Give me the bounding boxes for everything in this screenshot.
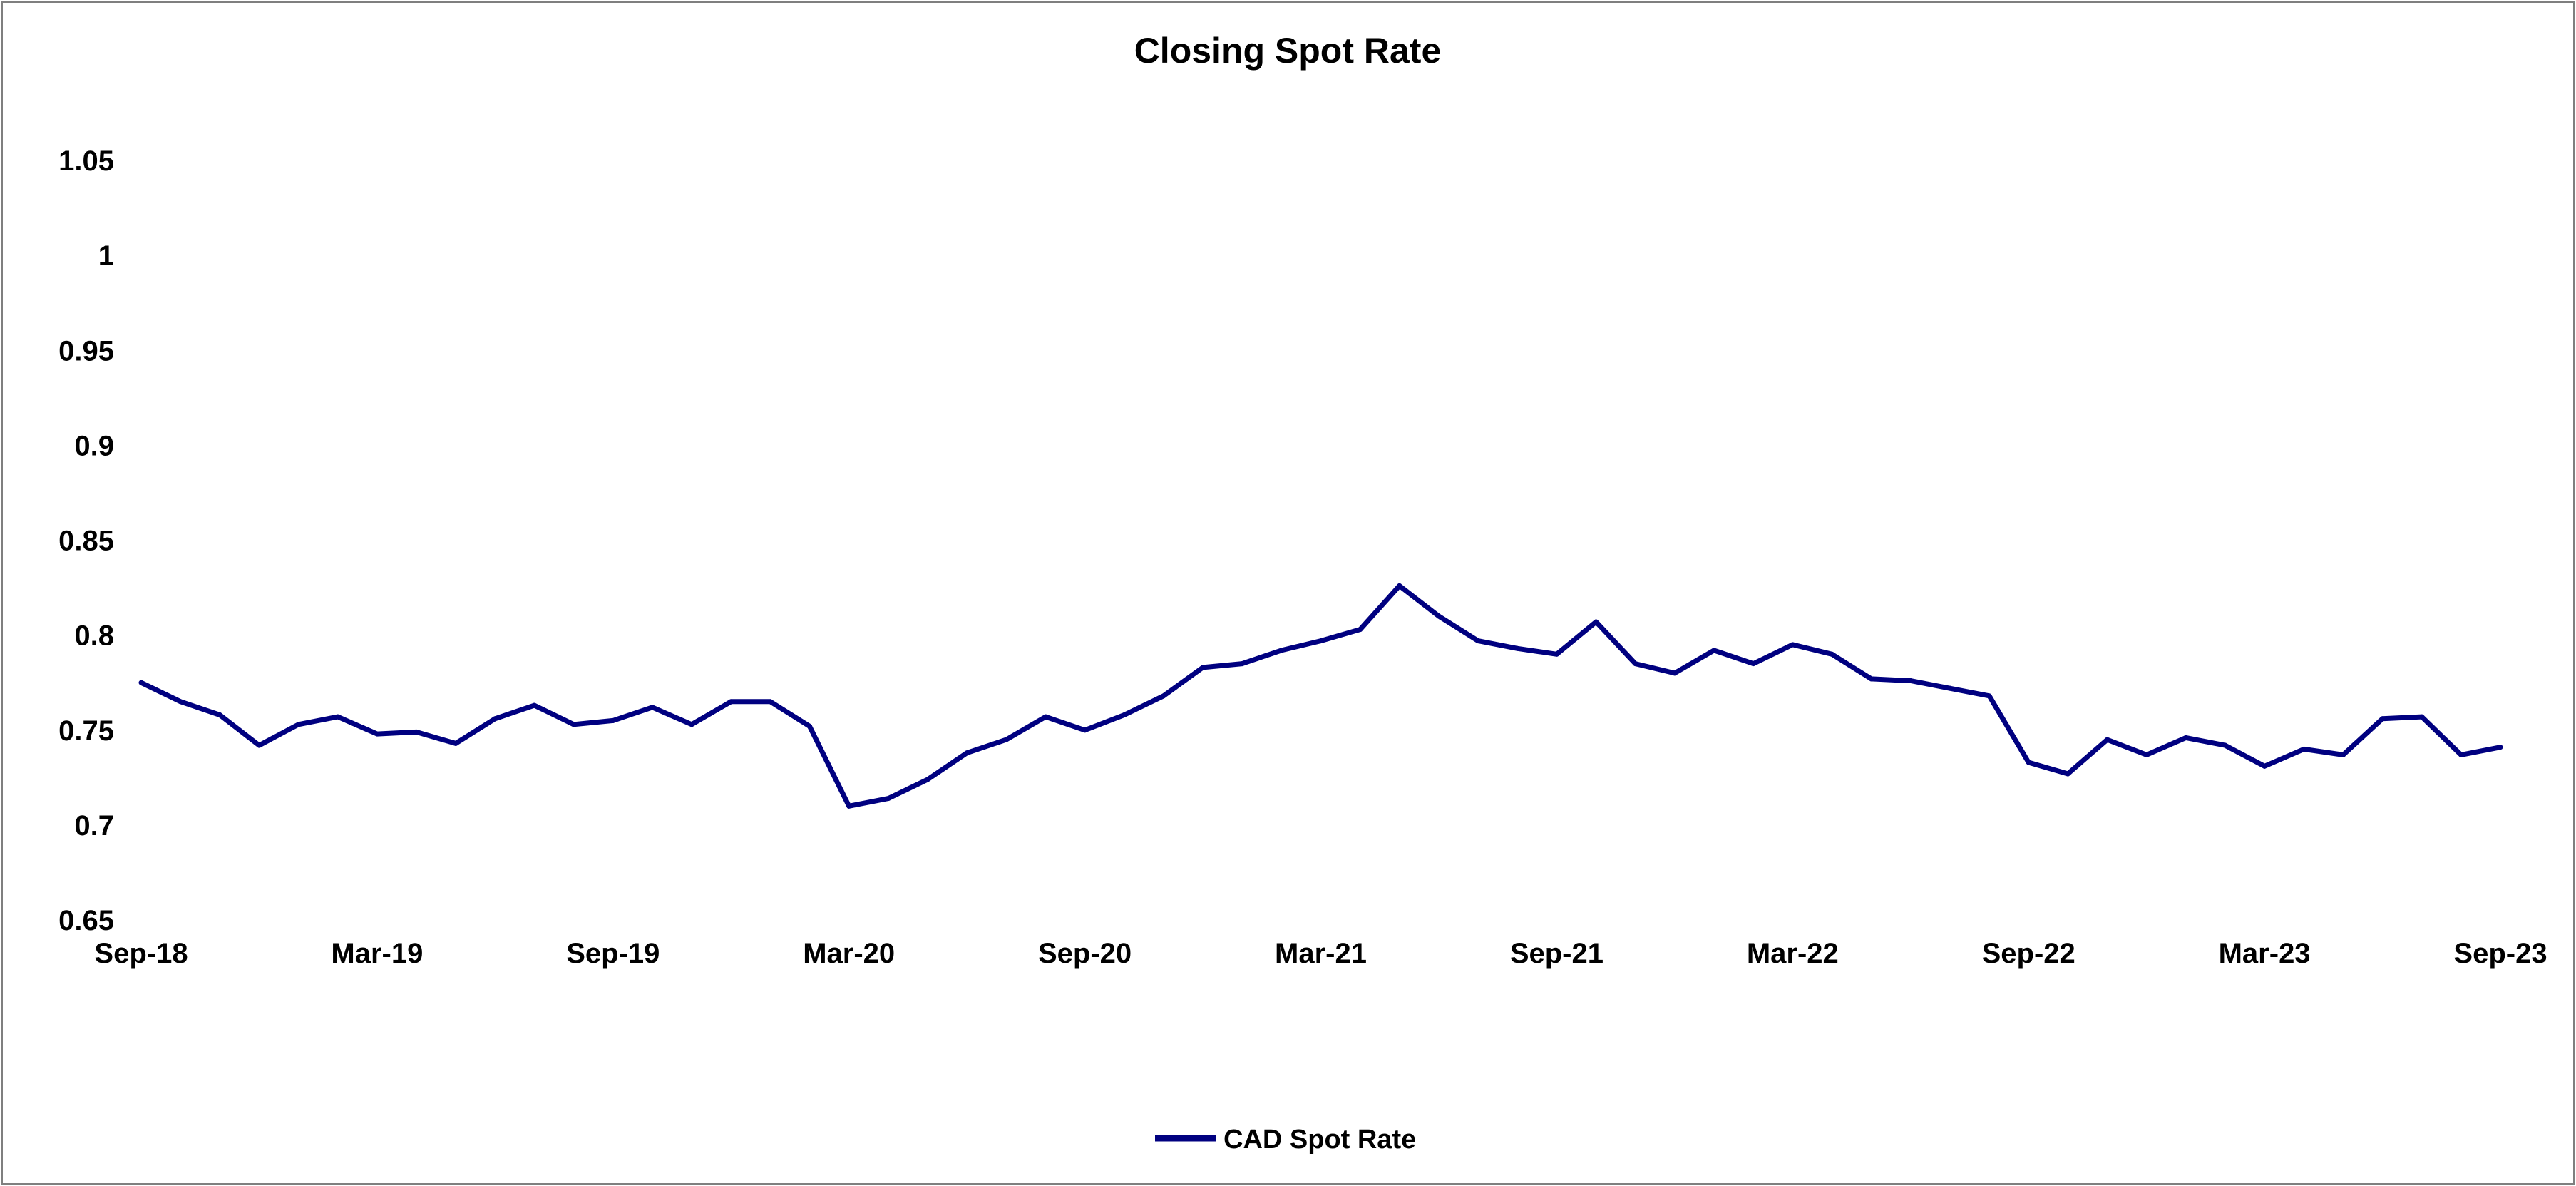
x-tick-label: Mar-22 [1747, 938, 1839, 969]
y-tick-label: 0.85 [58, 526, 114, 557]
data-point [1711, 648, 1717, 653]
chart-title: Closing Spot Rate [1134, 31, 1442, 71]
data-point [296, 722, 302, 727]
data-point [1514, 645, 1520, 651]
data-point [2144, 752, 2150, 757]
data-point [1042, 714, 1048, 720]
data-point [217, 712, 222, 717]
data-point [1908, 678, 1914, 684]
data-point [2026, 760, 2031, 765]
data-point [2183, 735, 2189, 740]
data-point [1082, 727, 1088, 733]
data-point [2458, 752, 2464, 757]
data-point [1397, 583, 1402, 588]
data-point [1161, 693, 1166, 699]
data-point [2105, 737, 2110, 742]
data-point [1594, 619, 1599, 625]
data-point [2301, 746, 2306, 752]
data-point [767, 699, 773, 705]
data-point [1278, 648, 1284, 653]
data-point [1672, 670, 1678, 676]
y-tick-label: 0.7 [74, 810, 114, 842]
data-point [925, 777, 930, 782]
data-point [2340, 752, 2346, 757]
y-tick-label: 0.9 [74, 430, 114, 461]
x-tick-label: Sep-19 [566, 938, 660, 969]
data-point [1947, 685, 1953, 691]
data-point [1003, 737, 1009, 742]
data-point [846, 803, 852, 809]
y-tick-label: 0.95 [58, 335, 114, 367]
x-tick-label: Sep-20 [1038, 938, 1132, 969]
data-point [374, 731, 380, 737]
legend: CAD Spot Rate [1155, 1125, 1416, 1155]
data-point [1829, 651, 1834, 657]
data-point [492, 716, 498, 722]
series-layer [138, 583, 2503, 809]
data-point [532, 702, 537, 708]
data-point [1122, 712, 1127, 717]
x-tick-label: Mar-23 [2219, 938, 2311, 969]
y-tick-label: 1 [98, 240, 114, 272]
data-point [689, 722, 694, 727]
data-point [1200, 665, 1206, 670]
data-point [453, 740, 458, 746]
data-point [1790, 642, 1795, 648]
legend-label-cad-spot-rate: CAD Spot Rate [1223, 1125, 1416, 1155]
data-point [964, 750, 970, 756]
x-tick-label: Mar-19 [331, 938, 423, 969]
y-tick-label: 0.8 [74, 620, 114, 652]
x-tick-label: Sep-21 [1510, 938, 1603, 969]
data-point [2262, 763, 2267, 769]
data-point [1554, 651, 1559, 657]
data-point [728, 699, 734, 705]
series-line-cad-spot-rate [140, 583, 2501, 809]
data-point [650, 705, 655, 710]
data-point [178, 699, 183, 705]
y-tick-label: 1.05 [58, 145, 114, 177]
data-point [2222, 742, 2228, 748]
data-point [1869, 676, 1874, 682]
x-tick-label: Sep-22 [1982, 938, 2075, 969]
data-point [1633, 661, 1638, 667]
data-point [335, 714, 341, 720]
data-point [1986, 693, 1992, 699]
data-point [1239, 661, 1245, 667]
data-point [1318, 638, 1323, 644]
data-point [886, 796, 891, 802]
x-tick-label: Sep-18 [94, 938, 188, 969]
data-point [2419, 714, 2425, 720]
x-tick-label: Mar-20 [803, 938, 895, 969]
data-point [2380, 716, 2386, 722]
y-tick-label: 0.75 [58, 715, 114, 747]
data-point [1475, 638, 1481, 644]
data-point [138, 680, 144, 685]
data-point [2065, 771, 2070, 777]
x-tick-label: Sep-23 [2453, 938, 2547, 969]
data-point [1358, 627, 1363, 633]
data-point [2498, 745, 2503, 750]
x-axis: Sep-18 Mar-19 Sep-19 Mar-20 Sep-20 Mar-21 Sep-… [94, 938, 2547, 969]
data-point [1436, 613, 1442, 619]
data-point [1750, 661, 1756, 667]
data-point [571, 722, 577, 727]
x-tick-label: Mar-21 [1275, 938, 1367, 969]
y-axis: 0.65 0.7 0.75 0.8 0.85 0.9 0.95 1 1.05 [58, 145, 114, 936]
data-point [414, 729, 419, 735]
data-point [256, 742, 262, 748]
y-tick-label: 0.65 [58, 905, 114, 936]
data-point [807, 723, 813, 729]
data-point [610, 717, 616, 723]
